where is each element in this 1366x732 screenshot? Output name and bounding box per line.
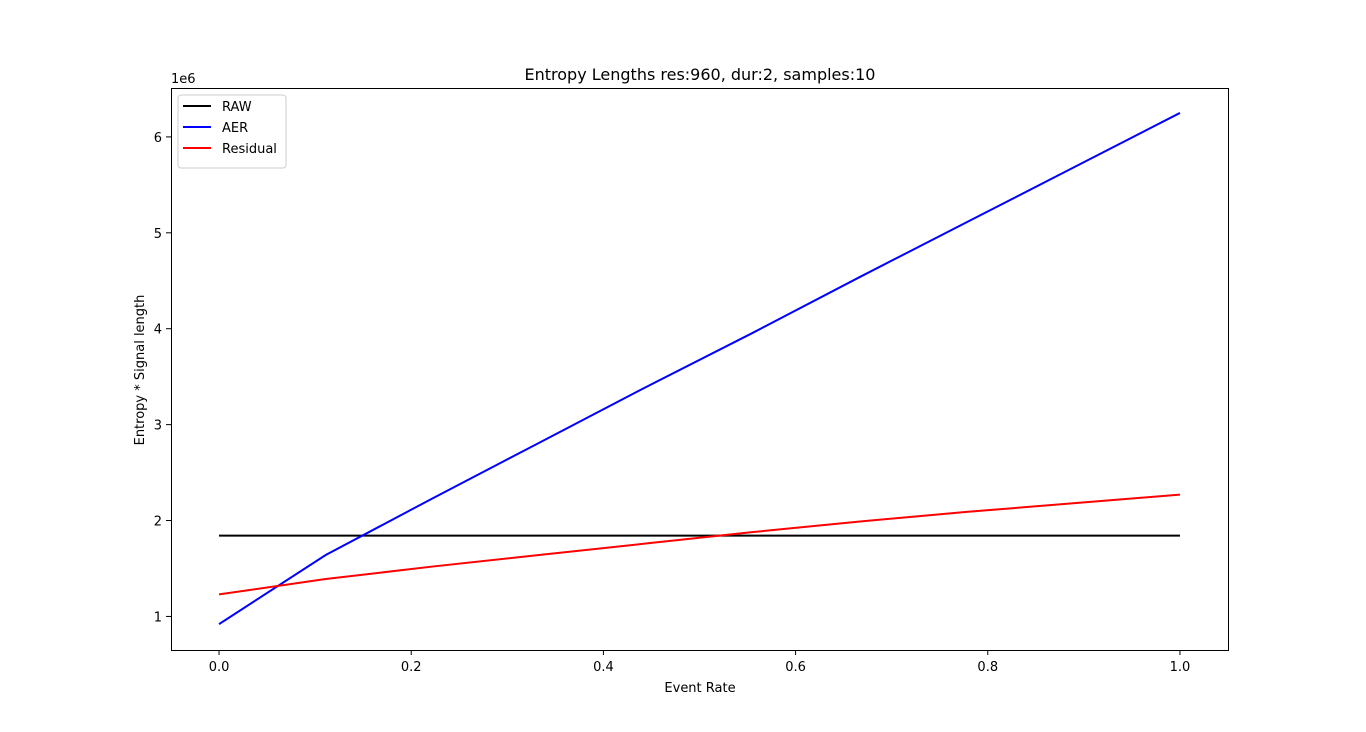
y-tick-label: 1 — [154, 610, 162, 625]
legend: RAW AER Residual — [177, 94, 287, 169]
x-axis-label: Event Rate — [664, 681, 735, 696]
plot-area — [218, 112, 1181, 625]
x-tick-label: 0.0 — [209, 660, 230, 675]
legend-label-aer: AER — [222, 121, 248, 136]
y-offset-label: 1e6 — [171, 72, 196, 87]
series-line-residual — [218, 493, 1181, 596]
x-tick-label: 0.4 — [593, 660, 614, 675]
y-tick-label: 2 — [154, 515, 162, 530]
legend-label-raw: RAW — [222, 100, 252, 115]
legend-label-residual: Residual — [222, 142, 277, 157]
y-tick-label: 5 — [154, 227, 162, 242]
plot-frame — [171, 88, 1229, 651]
chart-title: Entropy Lengths res:960, dur:2, samples:… — [525, 65, 876, 84]
y-tick-label: 4 — [154, 323, 162, 338]
x-tick-label: 0.2 — [401, 660, 422, 675]
y-tick-label: 6 — [154, 131, 162, 146]
y-axis-label: Entropy * Signal length — [133, 295, 148, 446]
x-tick-label: 0.6 — [785, 660, 806, 675]
x-tick-label: 0.8 — [977, 660, 998, 675]
y-tick-label: 3 — [154, 419, 162, 434]
legend-box — [177, 94, 287, 169]
x-tick-label: 1.0 — [1170, 660, 1191, 675]
series-line-aer — [218, 112, 1181, 625]
